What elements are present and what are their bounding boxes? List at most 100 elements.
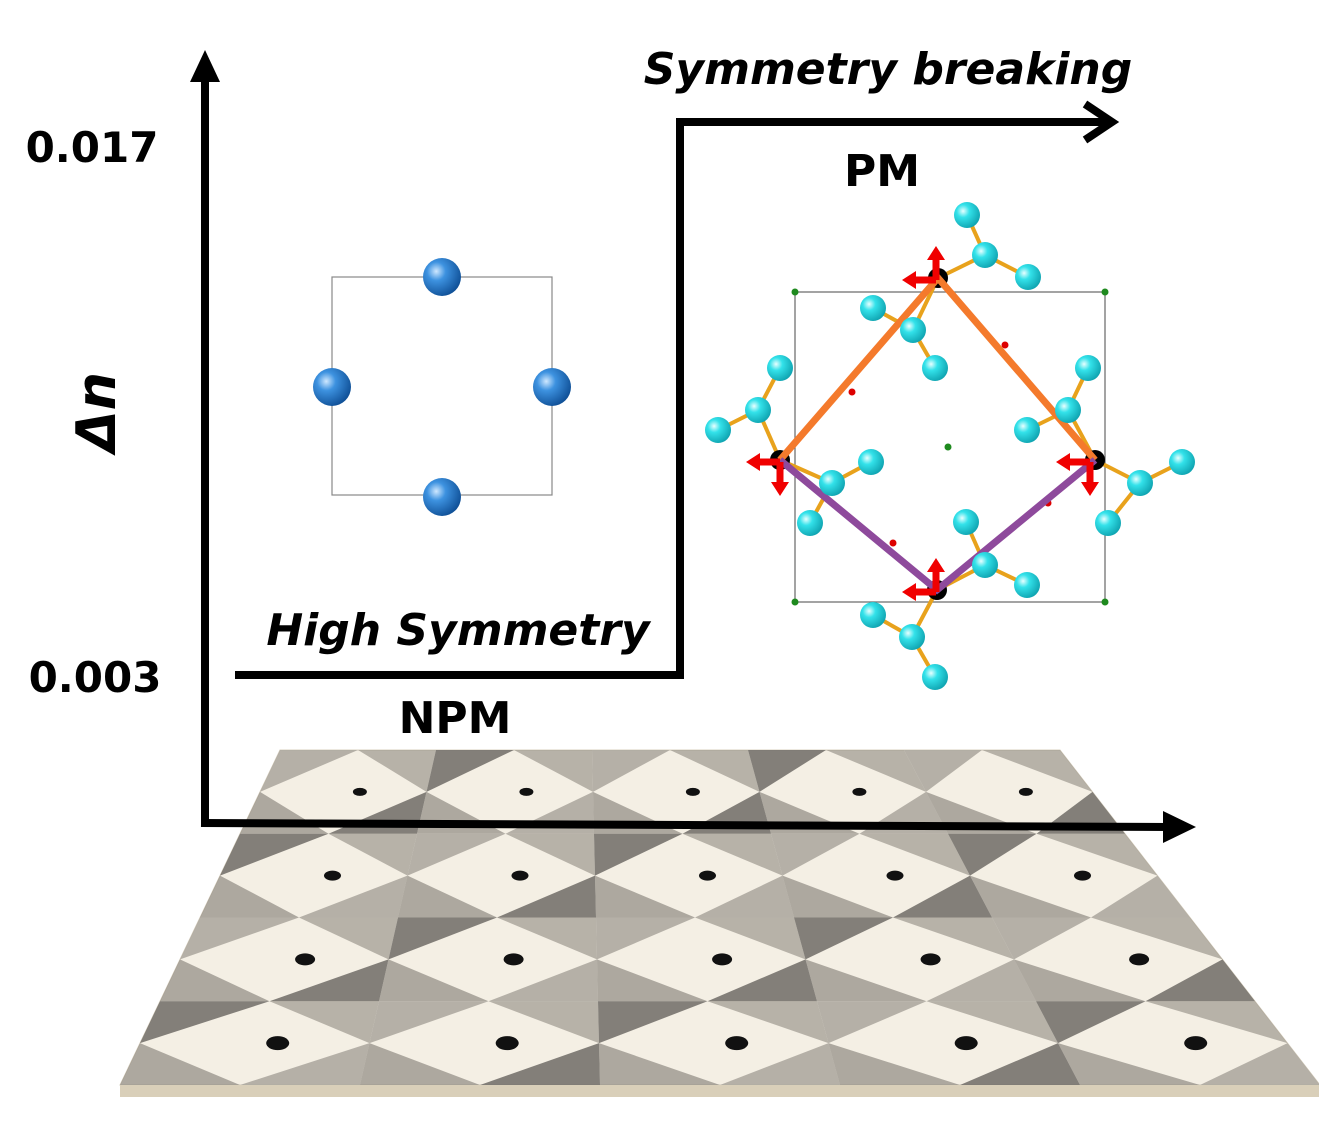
octahedron-tile [514, 750, 593, 792]
pm-phase-label: PM [844, 146, 920, 197]
displacement-arrowhead [746, 453, 760, 471]
molecule-atom [953, 509, 979, 535]
octahedron-tile [695, 917, 806, 960]
octahedron-tile [1091, 875, 1190, 918]
molecule-atom [1055, 397, 1081, 423]
octahedron-tile [269, 1001, 379, 1044]
molecule-atom [922, 355, 948, 381]
metal-atom [266, 1036, 290, 1051]
octahedron-tile [982, 750, 1093, 792]
metal-atom [685, 787, 700, 796]
molecule-atom [954, 202, 980, 228]
displacement-arrowhead [1081, 482, 1099, 496]
high-state-title: Symmetry breaking [644, 44, 1133, 95]
octahedron-tile [426, 750, 514, 792]
metal-atom [886, 870, 904, 881]
metal-atom [1018, 787, 1033, 796]
octahedron-tile [497, 875, 596, 918]
displacement-arrowhead [1056, 453, 1070, 471]
octahedron-tile [269, 959, 389, 1002]
octahedron-tile [599, 1043, 720, 1085]
octahedron-tile [1036, 833, 1158, 876]
octahedron-tile [1014, 959, 1146, 1002]
octahedron-tile [805, 959, 927, 1002]
metal-atom [954, 1036, 978, 1051]
octahedron-tile [893, 875, 992, 918]
metal-atom [1074, 870, 1091, 881]
octahedron-tile [926, 959, 1036, 1002]
octahedron-tile [594, 833, 683, 876]
x-axis [200, 811, 1196, 843]
octahedron-tile [782, 875, 893, 918]
octahedron-tile [960, 1043, 1080, 1085]
octahedron-tile [369, 1001, 489, 1044]
octahedron-tile [970, 875, 1091, 918]
molecule-atom [900, 317, 926, 343]
molecule-atom [1169, 449, 1195, 475]
y-axis [190, 50, 220, 825]
metal-atom [1184, 1036, 1208, 1051]
displacement-arrowhead [902, 271, 916, 289]
octahedron-tile [596, 917, 695, 960]
octahedron-tile [1091, 917, 1223, 960]
octahedron-tile [748, 750, 826, 792]
octahedron-tile [1145, 959, 1255, 1002]
cell-corner-atom [1101, 288, 1109, 296]
molecule-atom [797, 510, 823, 536]
metal-atom [699, 870, 716, 881]
y-tick-low: 0.003 [29, 653, 162, 702]
octahedron-tile [180, 917, 299, 960]
octahedron-tile [299, 875, 408, 918]
molecule-atom [899, 624, 925, 650]
metal-atom [495, 1036, 519, 1051]
octahedron-tile [480, 1043, 600, 1085]
displacement-arrowhead [927, 558, 945, 572]
anion-atom [1001, 341, 1009, 349]
molecule-atom [1015, 264, 1041, 290]
metal-atom [352, 787, 367, 796]
metal-atom [920, 953, 941, 966]
anion-atom [848, 388, 856, 396]
molecule-atom [767, 355, 793, 381]
molecule-atom [1095, 510, 1121, 536]
y-tick-high: 0.017 [26, 123, 159, 172]
npm-phase-label: NPM [399, 693, 512, 744]
cell-corner-atom [791, 288, 799, 296]
molecule-atom [819, 470, 845, 496]
molecule-atom [745, 397, 771, 423]
octahedron-tile [497, 917, 597, 960]
octahedron-tile [859, 833, 970, 876]
octahedron-tile [388, 917, 497, 960]
metal-atom [511, 870, 529, 881]
npm-atom [423, 478, 461, 516]
octahedron-tile [720, 1043, 840, 1085]
octahedron-tile [488, 959, 598, 1002]
octahedron-tile [360, 1043, 480, 1085]
molecule-atom [860, 602, 886, 628]
metal-atom [519, 787, 534, 796]
molecule-atom [858, 449, 884, 475]
cell-corner-atom [791, 598, 799, 606]
molecule-atom [1014, 572, 1040, 598]
octahedron-tile [948, 833, 1037, 876]
x-axis-arrowhead [1163, 811, 1196, 843]
octahedron-tile [597, 959, 708, 1002]
floor-edge [120, 1085, 1319, 1097]
octahedron-tile [1036, 1001, 1146, 1044]
octahedron-tile [826, 750, 926, 792]
metal-atom [503, 953, 524, 966]
crystal-lattice-floor [119, 749, 1319, 1097]
metal-atom [852, 787, 867, 796]
octahedron-tile [595, 875, 695, 918]
octahedron-tile [904, 750, 982, 792]
metal-atom [324, 870, 341, 881]
octahedron-tile [328, 833, 417, 876]
npm-atom [533, 368, 571, 406]
octahedron-tile [592, 750, 670, 792]
octahedron-tile [220, 833, 329, 876]
displacement-arrowhead [771, 482, 789, 496]
pm-unit-cell [705, 202, 1195, 690]
octahedron-tile [1145, 1001, 1288, 1044]
